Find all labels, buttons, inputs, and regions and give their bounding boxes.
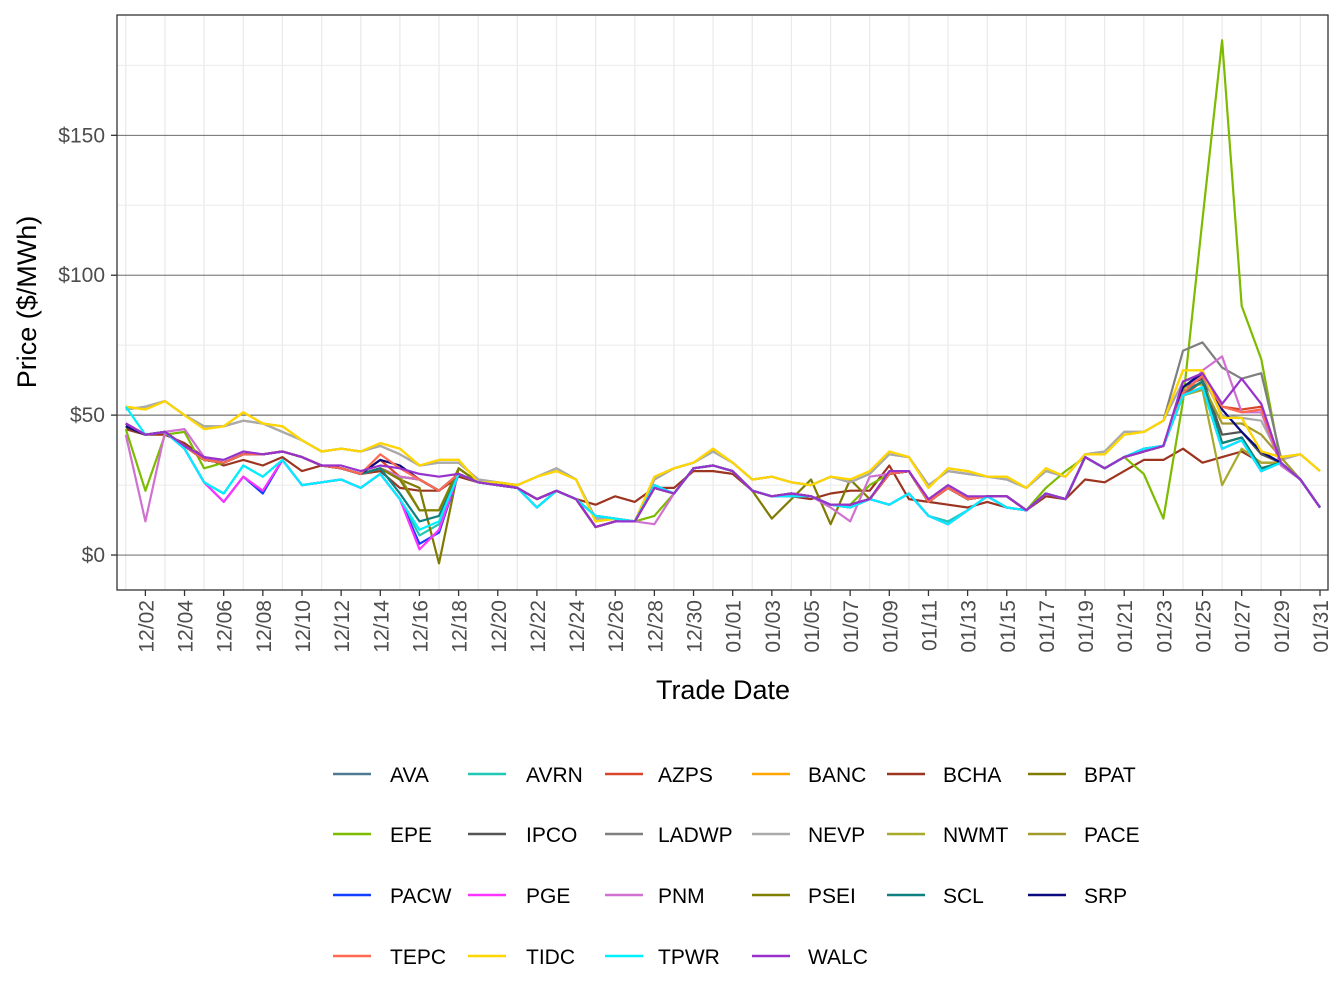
x-tick-label: 12/02 <box>135 600 158 653</box>
legend-item-ladwp: LADWP <box>605 824 733 847</box>
legend-label: WALC <box>808 946 868 969</box>
legend-item-azps: AZPS <box>605 764 713 787</box>
x-tick-label: 01/31 <box>1310 600 1333 653</box>
legend-label: BANC <box>808 764 866 787</box>
legend-item-tidc: TIDC <box>468 946 575 969</box>
legend-label: PSEI <box>808 885 856 908</box>
plot-border <box>116 14 1329 591</box>
legend-item-ava: AVA <box>333 764 429 787</box>
legend-item-scl: SCL <box>887 885 984 908</box>
x-tick-label: 12/24 <box>566 600 589 653</box>
legend-label: EPE <box>390 824 432 847</box>
x-tick-label: 12/18 <box>449 600 472 653</box>
legend-label: PNM <box>658 885 705 908</box>
series-line-ava <box>125 380 1321 529</box>
y-axis-title: Price ($/MWh) <box>12 216 42 389</box>
series-line-walc <box>125 372 1321 529</box>
x-tick-label: 01/05 <box>801 600 824 653</box>
legend-item-epe: EPE <box>333 824 432 847</box>
series-lines <box>124 39 1321 565</box>
x-tick-label: 12/12 <box>331 600 354 653</box>
legend-item-tpwr: TPWR <box>605 946 720 969</box>
x-tick-label: 12/28 <box>644 600 667 653</box>
series-line-azps <box>125 380 1321 529</box>
legend-label: BCHA <box>943 764 1001 787</box>
legend-item-bpat: BPAT <box>1028 764 1136 787</box>
x-tick-label: 01/07 <box>840 600 863 653</box>
series-line-psei <box>125 380 1321 529</box>
grid <box>117 15 1328 590</box>
legend-label: BPAT <box>1084 764 1136 787</box>
legend-label: AVA <box>390 764 429 787</box>
x-tick-label: 12/16 <box>409 600 432 653</box>
x-axis: 12/02 12/04 12/06 12/08 12/10 12/12 12/14 12/16… <box>135 590 1333 653</box>
legend-label: SCL <box>943 885 984 908</box>
x-tick-label: 01/17 <box>1036 600 1059 653</box>
legend-item-pace: PACE <box>1028 824 1140 847</box>
legend-label: AZPS <box>658 764 713 787</box>
x-tick-label: 12/26 <box>605 600 628 653</box>
x-tick-label: 12/04 <box>175 600 198 653</box>
x-tick-label: 12/14 <box>370 600 393 653</box>
series-line-pacw <box>125 386 1321 545</box>
legend-label: AVRN <box>526 764 583 787</box>
x-tick-label: 01/27 <box>1232 600 1255 653</box>
legend-label: IPCO <box>526 824 577 847</box>
legend-label: LADWP <box>658 824 733 847</box>
legend-label: PACE <box>1084 824 1140 847</box>
y-axis: $0 $50 $100 $150 <box>58 124 117 567</box>
x-tick-label: 12/22 <box>527 600 550 653</box>
x-tick-label: 12/30 <box>684 600 707 653</box>
legend-item-pacw: PACW <box>333 885 452 908</box>
legend-item-psei: PSEI <box>752 885 856 908</box>
x-tick-label: 01/29 <box>1271 600 1294 653</box>
y-tick-label: $150 <box>58 124 105 147</box>
series-line-banc <box>125 369 1321 523</box>
x-tick-label: 12/10 <box>292 600 315 653</box>
legend-item-ipco: IPCO <box>468 824 577 847</box>
legend-item-nwmt: NWMT <box>887 824 1008 847</box>
y-tick-label: $100 <box>58 264 105 287</box>
x-tick-label: 01/11 <box>918 600 941 651</box>
legend-item-tepc: TEPC <box>333 946 446 969</box>
legend-item-banc: BANC <box>752 764 866 787</box>
series-line-nevp <box>125 374 1321 523</box>
x-axis-title: Trade Date <box>656 675 790 705</box>
legend-label: SRP <box>1084 885 1127 908</box>
x-tick-label: 01/03 <box>762 600 785 653</box>
legend-label: TEPC <box>390 946 446 969</box>
legend-label: PGE <box>526 885 570 908</box>
series-line-epe <box>124 39 1321 529</box>
x-tick-label: 01/19 <box>1075 600 1098 653</box>
x-tick-label: 01/09 <box>879 600 902 653</box>
legend-item-pnm: PNM <box>605 885 705 908</box>
legend-item-nevp: NEVP <box>752 824 865 847</box>
legend-item-avrn: AVRN <box>468 764 583 787</box>
legend-item-walc: WALC <box>752 946 868 969</box>
legend-label: PACW <box>390 885 452 908</box>
legend-item-pge: PGE <box>468 885 570 908</box>
x-tick-label: 01/01 <box>723 600 746 653</box>
x-tick-label: 01/15 <box>997 600 1020 653</box>
series-line-scl <box>125 380 1321 529</box>
legend-item-srp: SRP <box>1028 885 1127 908</box>
y-tick-label: $0 <box>82 544 105 567</box>
legend-item-bcha: BCHA <box>887 764 1001 787</box>
x-tick-label: 12/20 <box>488 600 511 653</box>
series-line-tidc <box>125 369 1321 523</box>
legend: AVA AVRN AZPS BANC BCHA BPAT EPE IPCO LADWP NEVP N… <box>333 764 1140 969</box>
legend-label: NEVP <box>808 824 865 847</box>
legend-label: TPWR <box>658 946 720 969</box>
x-tick-label: 01/25 <box>1193 600 1216 653</box>
legend-label: NWMT <box>943 824 1008 847</box>
legend-label: TIDC <box>526 946 575 969</box>
x-tick-label: 01/21 <box>1114 600 1137 653</box>
x-tick-label: 01/13 <box>958 600 981 653</box>
x-tick-label: 01/23 <box>1153 600 1176 653</box>
x-tick-label: 12/06 <box>214 600 237 653</box>
y-tick-label: $50 <box>70 404 105 427</box>
x-tick-label: 12/08 <box>253 600 276 653</box>
